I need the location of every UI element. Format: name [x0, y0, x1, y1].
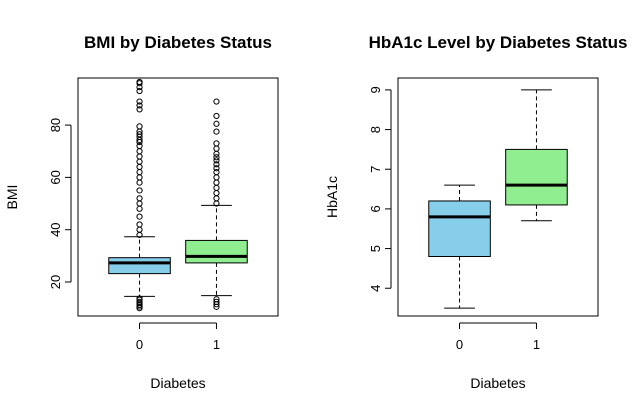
bmi-panel: BMI by Diabetes Status Diabetes BMI 20 40…: [4, 33, 279, 391]
bmi-outlier-point: [136, 295, 143, 302]
bmi-outlier-point: [136, 298, 143, 305]
bmi-outlier-point: [136, 163, 143, 171]
bmi-y-tick-label: 80: [48, 118, 63, 132]
bmi-outlier-point: [136, 187, 143, 194]
bmi-outlier-point: [213, 145, 220, 152]
bmi-outlier-point: [213, 189, 220, 197]
bmi-outlier-point: [136, 142, 143, 150]
bmi-outlier-point: [136, 200, 143, 207]
bmi-box-1: [185, 239, 248, 264]
bmi-outlier-point: [136, 98, 143, 105]
bmi-outlier-point: [136, 106, 143, 113]
hba1c-y-tick-label: 4: [368, 285, 383, 292]
bmi-outlier-point: [213, 296, 220, 303]
bmi-x-axis-label: Diabetes: [150, 375, 205, 391]
bmi-outlier-point: [136, 195, 143, 202]
bmi-outlier-point: [213, 112, 220, 120]
bmi-y-tick-label: 60: [48, 170, 63, 184]
hba1c-panel: HbA1c Level by Diabetes Status Diabetes …: [324, 33, 627, 391]
bmi-x-tick-label: 0: [136, 337, 143, 352]
bmi-y-axis-label: BMI: [4, 185, 20, 210]
bmi-marks: 20 40 60 80 0 1: [48, 78, 248, 352]
bmi-outlier-point: [136, 136, 143, 144]
bmi-outlier-point: [213, 298, 220, 305]
hba1c-x-axis-label: Diabetes: [470, 375, 525, 391]
bmi-outlier-point: [136, 131, 143, 138]
hba1c-y-axis-label: HbA1c: [324, 176, 340, 218]
hba1c-y-tick-label: 9: [368, 86, 383, 93]
bmi-outlier-point: [136, 78, 143, 86]
bmi-outlier-point: [213, 98, 220, 105]
bmi-y-tick-label: 40: [48, 222, 63, 236]
bmi-outlier-point: [213, 154, 220, 161]
bmi-outlier-point: [213, 157, 220, 164]
bmi-outlier-point: [136, 174, 143, 181]
bmi-outlier-point: [136, 226, 143, 233]
bmi-outlier-point: [136, 158, 143, 165]
bmi-outlier-point: [213, 179, 220, 186]
bmi-chart-title: BMI by Diabetes Status: [84, 33, 272, 52]
hba1c-chart-title: HbA1c Level by Diabetes Status: [369, 33, 628, 52]
bmi-outlier-point: [213, 128, 220, 135]
bmi-outlier-point: [213, 169, 220, 176]
bmi-outlier-point: [136, 179, 143, 186]
hba1c-y-tick-label: 6: [368, 205, 383, 212]
hba1c-marks: 4 5 6 7 8 9 0 1: [368, 86, 568, 352]
bmi-outlier-point: [136, 221, 143, 228]
bmi-outlier-point: [136, 213, 143, 220]
bmi-outlier-point: [136, 153, 143, 160]
bmi-outlier-point: [136, 102, 143, 109]
bmi-outlier-point: [213, 161, 220, 168]
bmi-outlier-point: [136, 205, 143, 212]
hba1c-y-tick-label: 5: [368, 245, 383, 252]
bmi-outlier-point: [213, 120, 220, 127]
bmi-box-0: [108, 257, 171, 275]
bmi-outlier-point: [213, 140, 220, 147]
bmi-y-tick-label: 20: [48, 275, 63, 289]
bmi-x-tick-label: 1: [213, 337, 220, 352]
bmi-outlier-point: [213, 195, 220, 202]
bmi-outlier-point: [136, 123, 143, 130]
bmi-outlier-point: [136, 169, 143, 176]
bmi-outlier-point: [136, 87, 143, 95]
bmi-outlier-point: [213, 150, 220, 157]
bmi-outlier-point: [213, 184, 220, 191]
hba1c-x-tick-label: 1: [533, 337, 540, 352]
bmi-plot-frame: [77, 77, 279, 317]
hba1c-y-tick-label: 7: [368, 166, 383, 173]
bmi-outlier-point: [213, 174, 220, 181]
bmi-outlier-point: [213, 165, 220, 172]
hba1c-x-tick-label: 0: [456, 337, 463, 352]
hba1c-box-0: [428, 200, 491, 257]
hba1c-y-tick-label: 8: [368, 126, 383, 133]
bmi-outlier-point: [136, 148, 143, 155]
hba1c-box-1: [505, 148, 568, 206]
hba1c-plot-frame: [397, 77, 599, 317]
